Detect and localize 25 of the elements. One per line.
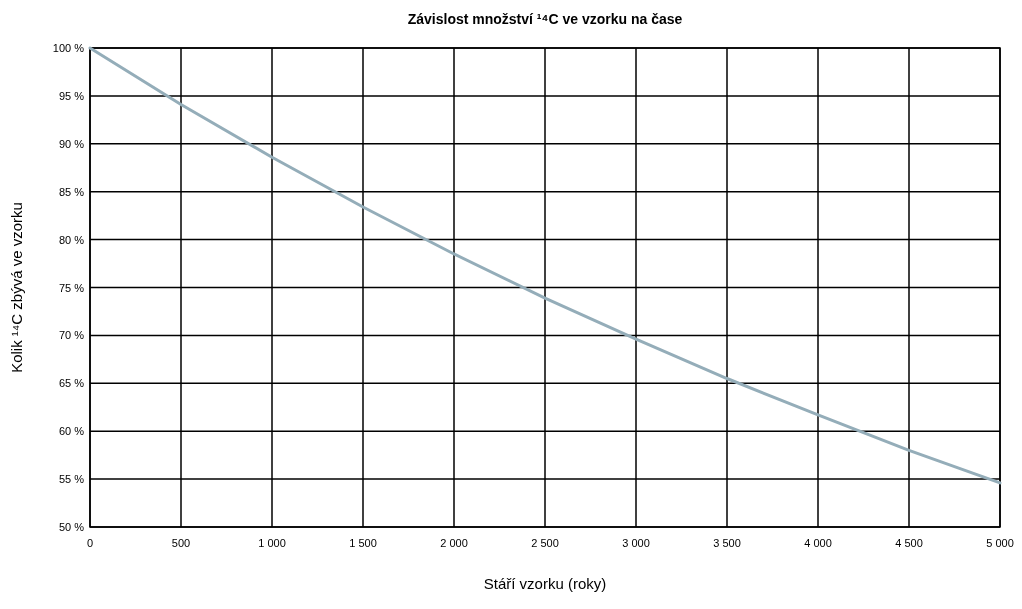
x-tick-label: 3 000 <box>622 537 650 549</box>
y-tick-label: 80 % <box>58 233 85 246</box>
y-tick-label: 90 % <box>58 137 85 150</box>
chart-title: Závislost množství ¹⁴C ve vzorku na čase <box>407 11 683 27</box>
x-tick-label: 500 <box>171 537 191 549</box>
x-tick-label: 3 500 <box>713 537 741 549</box>
x-tick-label: 2 500 <box>531 537 559 549</box>
y-tick-label: 100 % <box>52 42 85 54</box>
y-tick-label: 50 % <box>58 521 85 533</box>
y-tick-label: 65 % <box>58 377 85 390</box>
x-tick-label: 5 000 <box>986 537 1014 549</box>
x-tick-label: 4 000 <box>804 537 832 549</box>
x-tick-label: 1 000 <box>258 537 286 549</box>
x-tick-label: 0 <box>86 537 94 549</box>
y-tick-label: 70 % <box>58 329 85 342</box>
x-tick-label: 2 000 <box>440 537 468 549</box>
x-axis-title: Stáří vzorku (roky) <box>483 575 607 592</box>
y-tick-label: 95 % <box>58 89 85 102</box>
y-tick-label: 60 % <box>58 425 85 438</box>
y-axis-title: Kolik ¹⁴C zbývá ve vzorku <box>8 202 25 373</box>
y-tick-label: 75 % <box>58 281 85 294</box>
y-tick-label: 85 % <box>58 185 85 198</box>
x-tick-label: 1 500 <box>349 537 377 549</box>
y-tick-label: 55 % <box>58 473 85 486</box>
x-tick-label: 4 500 <box>895 537 923 549</box>
